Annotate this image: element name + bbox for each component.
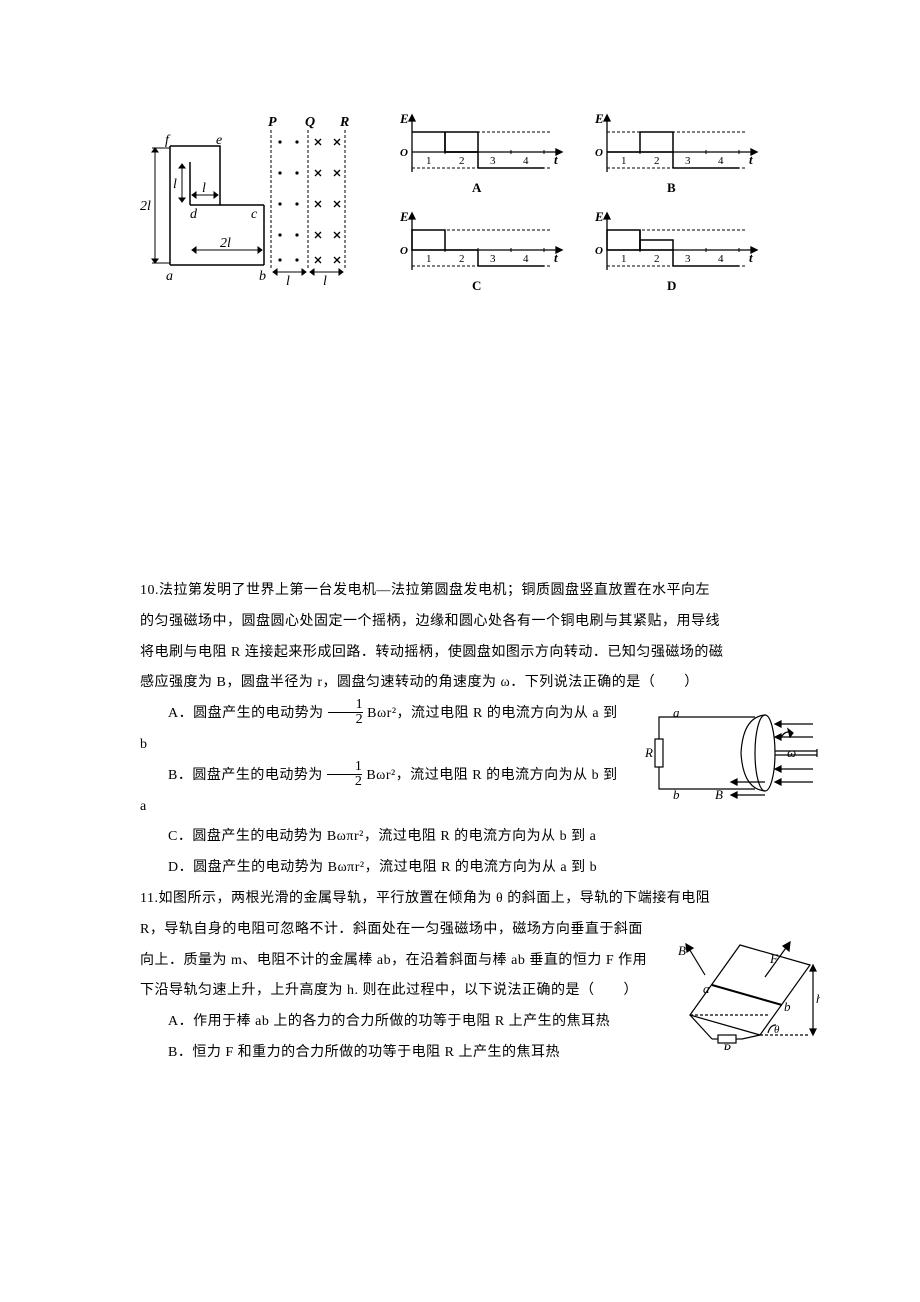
svg-text:A: A	[472, 180, 482, 195]
svg-text:4: 4	[718, 155, 724, 167]
faraday-disk-circuit: R a b B ω	[645, 699, 820, 804]
q10-optB-pre: B．圆盘产生的电动势为	[168, 768, 323, 783]
svg-text:1: 1	[621, 155, 627, 167]
q10-optA-pre: A．圆盘产生的电动势为	[168, 706, 324, 721]
svg-text:2l: 2l	[140, 199, 151, 214]
svg-text:2l: 2l	[220, 236, 231, 251]
svg-text:F: F	[769, 951, 779, 966]
question9-figures: P Q R	[140, 110, 820, 296]
svg-text:3: 3	[490, 155, 496, 167]
svg-text:E: E	[594, 111, 604, 126]
q10-optC: C．圆盘产生的电动势为 Bωπr²，流过电阻 R 的电流方向为从 b 到 a	[140, 822, 820, 853]
svg-text:C: C	[472, 278, 481, 293]
svg-text:t: t	[749, 250, 753, 265]
svg-text:t: t	[554, 152, 558, 167]
svg-text:O: O	[595, 147, 603, 159]
svg-text:b: b	[259, 269, 266, 284]
svg-text:ω: ω	[787, 745, 796, 760]
svg-text:h: h	[816, 991, 820, 1006]
svg-text:3: 3	[685, 155, 691, 167]
graph-C: E O t 1 2 3 4 C	[390, 208, 565, 296]
label-R: R	[339, 115, 349, 130]
graph-B: E O t 1 2 3 4 B	[585, 110, 760, 198]
svg-text:1: 1	[426, 155, 432, 167]
svg-text:a: a	[166, 269, 173, 284]
svg-text:3: 3	[490, 253, 496, 265]
svg-text:2: 2	[459, 155, 465, 167]
q10-optA-post: Bωr²，流过电阻 R 的电流方向为从 a 到	[367, 706, 617, 721]
svg-text:a: a	[703, 981, 710, 996]
svg-text:c: c	[251, 207, 258, 222]
svg-text:d: d	[190, 207, 198, 222]
svg-text:2: 2	[459, 253, 465, 265]
coil-field-diagram: P Q R	[140, 110, 370, 290]
label-P: P	[268, 115, 277, 130]
svg-text:2: 2	[654, 253, 660, 265]
svg-text:O: O	[400, 147, 408, 159]
svg-text:B: B	[667, 180, 676, 195]
svg-text:b: b	[673, 787, 680, 802]
svg-text:3: 3	[685, 253, 691, 265]
svg-text:b: b	[784, 999, 791, 1014]
svg-text:4: 4	[523, 253, 529, 265]
graph-A: E O t 1 2 3 4 A	[390, 110, 565, 198]
q10-stem4: 感应强度为 B，圆盘半径为 r，圆盘匀速转动的角速度为 ω．下列说法正确的是（ …	[140, 668, 820, 699]
q10-stem2: 的匀强磁场中，圆盘圆心处固定一个摇柄，边缘和圆心处各有一个铜电刷与其紧贴，用导线	[140, 607, 820, 638]
graph-D: E O t 1 2 3 4 D	[585, 208, 760, 296]
svg-text:4: 4	[523, 155, 529, 167]
svg-text:E: E	[594, 209, 604, 224]
q11-stem1: 如图所示，两根光滑的金属导轨，平行放置在倾角为 θ 的斜面上，导轨的下端接有电阻	[158, 891, 710, 906]
label-Q: Q	[305, 115, 315, 130]
svg-text:θ: θ	[774, 1024, 780, 1036]
q10-optB-post: Bωr²，流过电阻 R 的电流方向为从 b 到	[366, 768, 617, 783]
q11-num: 11.	[140, 891, 158, 906]
svg-text:R: R	[645, 745, 653, 760]
svg-text:O: O	[595, 245, 603, 257]
svg-text:l: l	[202, 181, 206, 196]
svg-text:a: a	[673, 705, 680, 720]
question-11: 11.如图所示，两根光滑的金属导轨，平行放置在倾角为 θ 的斜面上，导轨的下端接…	[140, 884, 820, 1069]
svg-text:E: E	[399, 209, 409, 224]
svg-text:1: 1	[426, 253, 432, 265]
svg-text:E: E	[399, 111, 409, 126]
question-10: 10.法拉第发明了世界上第一台发电机—法拉第圆盘发电机；铜质圆盘竖直放置在水平向…	[140, 576, 820, 884]
q10-stem3: 将电刷与电阻 R 连接起来形成回路．转动摇柄，使圆盘如图示方向转动．已知匀强磁场…	[140, 638, 820, 669]
svg-text:e: e	[216, 133, 222, 148]
q10-num: 10.	[140, 583, 159, 598]
incline-rail-diagram: B a b F h θ R	[670, 915, 820, 1050]
svg-text:B: B	[678, 943, 686, 958]
svg-text:D: D	[667, 278, 676, 293]
q10-stem1: 法拉第发明了世界上第一台发电机—法拉第圆盘发电机；铜质圆盘竖直放置在水平向左	[159, 583, 710, 598]
svg-text:t: t	[554, 250, 558, 265]
svg-text:R: R	[722, 1041, 731, 1050]
svg-text:l: l	[323, 274, 327, 289]
svg-text:l: l	[173, 177, 177, 192]
svg-text:t: t	[749, 152, 753, 167]
svg-text:2: 2	[654, 155, 660, 167]
svg-text:1: 1	[621, 253, 627, 265]
q10-optD: D．圆盘产生的电动势为 Bωπr²，流过电阻 R 的电流方向为从 a 到 b	[140, 853, 820, 884]
svg-text:l: l	[286, 274, 290, 289]
svg-text:O: O	[400, 245, 408, 257]
svg-text:4: 4	[718, 253, 724, 265]
svg-text:B: B	[715, 787, 723, 802]
